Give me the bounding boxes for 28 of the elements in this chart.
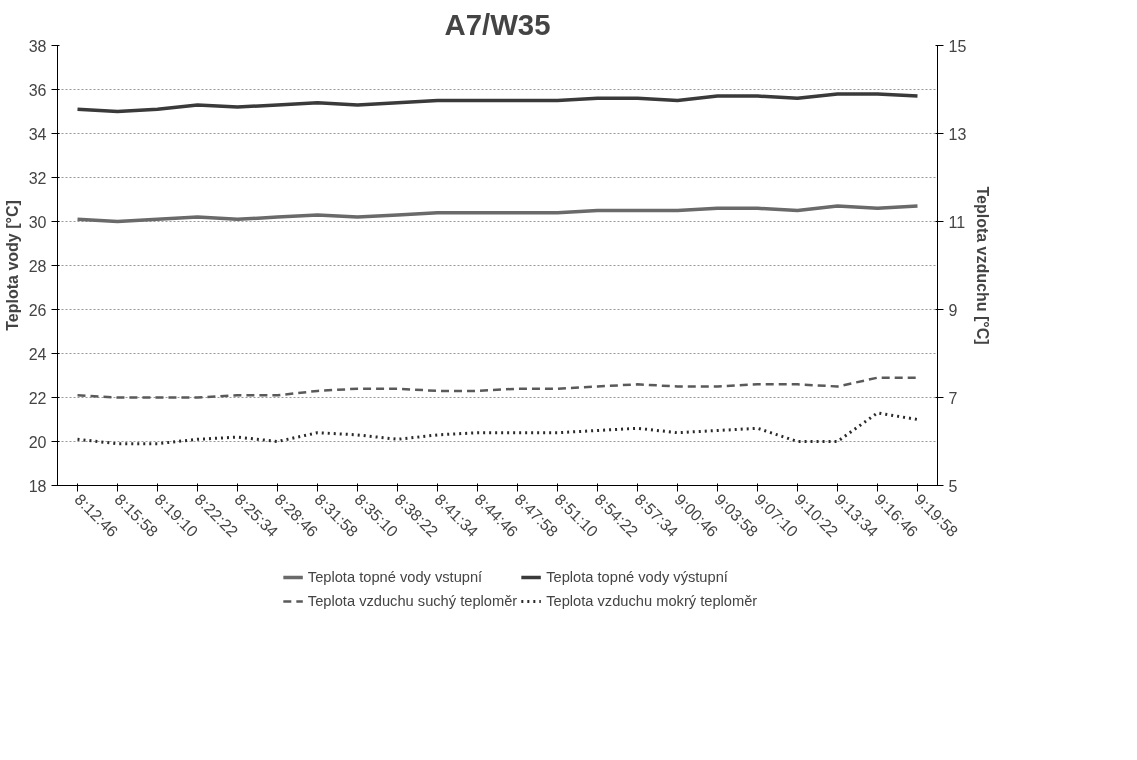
y-tick-label: 34 (28, 125, 47, 143)
legend-label: Teplota topné vody vstupní (307, 569, 483, 585)
y2-axis-title: Teplota vzduchu [°C] (974, 186, 992, 345)
y-tick-label: 32 (28, 169, 47, 187)
y-tick-label: 18 (28, 477, 47, 495)
y-axis-title: Teplota vody [°C] (3, 200, 21, 331)
y2-tick-label: 7 (948, 389, 958, 407)
y-tick-label: 28 (28, 257, 47, 275)
chart-title: A7/W35 (444, 7, 551, 41)
y-tick-label: 38 (28, 37, 47, 55)
y2-tick-label: 15 (948, 37, 967, 55)
y2-tick-label: 5 (948, 477, 958, 495)
line-series (75, 92, 920, 114)
legend-label: Teplota topné vody výstupní (546, 569, 728, 585)
y-tick-label: 26 (28, 301, 47, 319)
line-series (75, 204, 920, 224)
y2-tick-label: 11 (948, 213, 966, 231)
y2-tick-label: 9 (948, 301, 958, 319)
y-tick-label: 36 (28, 81, 47, 99)
y-tick-label: 30 (28, 213, 47, 231)
line-series (76, 376, 919, 399)
y-tick-label: 20 (28, 433, 47, 451)
line-series (76, 411, 919, 446)
legend-label: Teplota vzduchu suchý teploměr (307, 593, 518, 609)
y-tick-label: 22 (28, 389, 47, 407)
legend-label: Teplota vzduchu mokrý teploměr (546, 593, 758, 609)
y-tick-label: 24 (28, 345, 47, 363)
y2-tick-label: 13 (948, 125, 967, 143)
